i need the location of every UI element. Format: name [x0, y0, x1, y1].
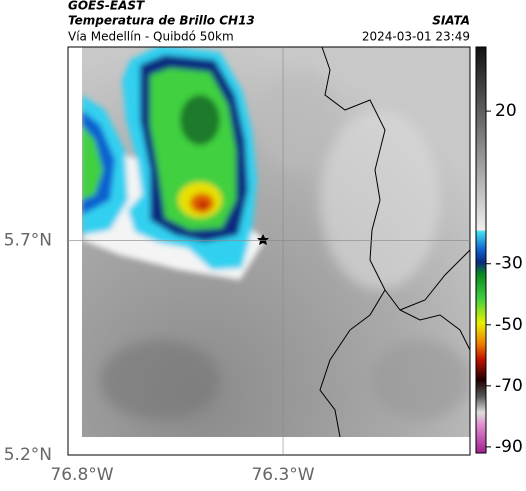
y-tick-label: 5.2°N [4, 445, 52, 465]
colorbar-tick-label: -70 [495, 376, 523, 396]
location-marker [257, 234, 269, 245]
route: Vía Medellín - Quibdó 50km [68, 30, 234, 44]
colorbar [475, 46, 487, 454]
satellite-image [82, 47, 470, 437]
colorbar-tick-label: -30 [495, 254, 523, 274]
colorbar-tick-label: -50 [495, 315, 523, 335]
timestamp: 2024-03-01 23:49 [362, 30, 470, 44]
y-tick-label: 5.7°N [4, 230, 52, 250]
source: SIATA [432, 14, 470, 28]
product: Temperatura de Brillo CH13 [68, 14, 255, 28]
satellite: GOES-EAST [68, 0, 145, 13]
colorbar-tick-label: 20 [495, 101, 517, 121]
colorbar-tick-label: -90 [495, 437, 523, 457]
x-tick-label: 76.8°W [50, 465, 113, 485]
map-frame [67, 46, 471, 456]
x-tick-label: 76.3°W [251, 465, 314, 485]
